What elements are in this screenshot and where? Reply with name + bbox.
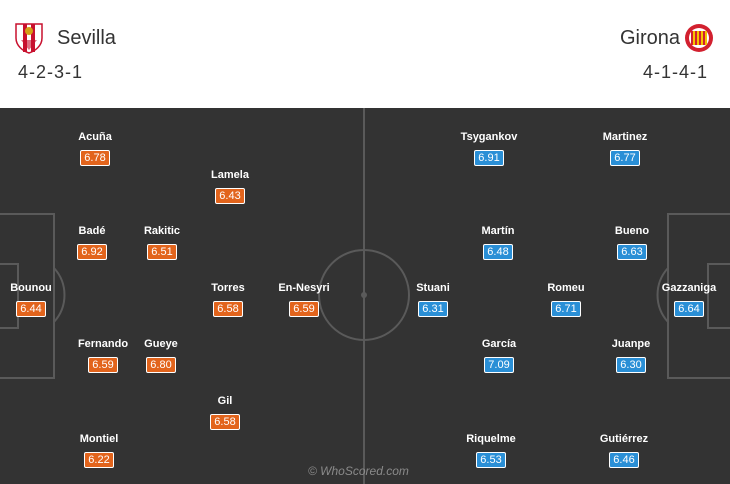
away-formation: 4-1-4-1 xyxy=(643,62,709,82)
away-player-martinez[interactable]: Martinez 6.77 xyxy=(580,131,670,166)
away-player-romeu[interactable]: Romeu 6.71 xyxy=(521,282,611,317)
player-rating: 7.09 xyxy=(484,357,514,373)
away-team-name: Girona xyxy=(620,27,681,49)
home-player-bade[interactable]: Badé 6.92 xyxy=(47,225,137,260)
player-name: Romeu xyxy=(547,282,585,294)
player-rating: 6.53 xyxy=(476,452,506,468)
player-rating: 6.63 xyxy=(617,244,647,260)
away-player-garcia[interactable]: García 7.09 xyxy=(454,338,544,373)
player-rating: 6.46 xyxy=(609,452,639,468)
player-name: Fernando xyxy=(77,338,129,350)
home-player-rakitic[interactable]: Rakitic 6.51 xyxy=(117,225,207,260)
home-player-gil[interactable]: Gil 6.58 xyxy=(180,395,270,430)
away-player-gazzaniga[interactable]: Gazzaniga 6.64 xyxy=(644,282,730,317)
player-rating: 6.22 xyxy=(84,452,114,468)
player-rating: 6.43 xyxy=(215,188,245,204)
player-name: Riquelme xyxy=(466,433,516,445)
sevilla-crest-icon xyxy=(15,23,43,54)
away-player-tsygankov[interactable]: Tsygankov 6.91 xyxy=(444,131,534,166)
player-rating: 6.59 xyxy=(289,301,319,317)
away-player-stuani[interactable]: Stuani 6.31 xyxy=(388,282,478,317)
player-rating: 6.51 xyxy=(147,244,177,260)
player-name: Juanpe xyxy=(611,338,651,350)
home-player-gueye[interactable]: Gueye 6.80 xyxy=(116,338,206,373)
player-name: Lamela xyxy=(211,169,249,181)
player-name: Acuña xyxy=(78,131,112,143)
player-rating: 6.44 xyxy=(16,301,46,317)
player-name: Badé xyxy=(78,225,106,237)
home-formation: 4-2-3-1 xyxy=(18,62,84,82)
player-rating: 6.30 xyxy=(616,357,646,373)
player-name: Gazzaniga xyxy=(661,282,717,294)
player-rating: 6.58 xyxy=(210,414,240,430)
player-rating: 6.77 xyxy=(610,150,640,166)
player-name: Martinez xyxy=(602,131,648,143)
player-rating: 6.31 xyxy=(418,301,448,317)
player-name: Rakitic xyxy=(143,225,181,237)
home-player-acuna[interactable]: Acuña 6.78 xyxy=(50,131,140,166)
home-player-en-nesyri[interactable]: En-Nesyri 6.59 xyxy=(259,282,349,317)
player-name: Tsygankov xyxy=(460,131,518,143)
player-rating: 6.64 xyxy=(674,301,704,317)
away-player-martin[interactable]: Martín 6.48 xyxy=(453,225,543,260)
home-player-torres[interactable]: Torres 6.58 xyxy=(183,282,273,317)
pitch: Acuña 6.78 Lamela 6.43 Badé 6.92 Rakitic… xyxy=(0,108,730,484)
player-rating: 6.59 xyxy=(88,357,118,373)
away-player-riquelme[interactable]: Riquelme 6.53 xyxy=(446,433,536,468)
player-rating: 6.80 xyxy=(146,357,176,373)
player-rating: 6.71 xyxy=(551,301,581,317)
player-name: En-Nesyri xyxy=(278,282,330,294)
player-rating: 6.91 xyxy=(474,150,504,166)
player-rating: 6.48 xyxy=(483,244,513,260)
away-player-juanpe[interactable]: Juanpe 6.30 xyxy=(586,338,676,373)
player-name: Stuani xyxy=(416,282,450,294)
pitch-lines xyxy=(0,108,730,484)
match-header: Sevilla 4-2-3-1 Girona 4-1-4-1 xyxy=(0,0,730,108)
player-name: Bounou xyxy=(10,282,52,294)
player-name: García xyxy=(481,338,517,350)
player-name: Martín xyxy=(481,225,515,237)
player-name: Gil xyxy=(217,395,233,407)
player-name: Bueno xyxy=(614,225,650,237)
player-name: Gutiérrez xyxy=(599,433,649,445)
player-name: Torres xyxy=(211,282,245,294)
player-name: Gueye xyxy=(144,338,178,350)
home-player-fernando[interactable]: Fernando 6.59 xyxy=(58,338,148,373)
home-player-lamela[interactable]: Lamela 6.43 xyxy=(185,169,275,204)
watermark: © WhoScored.com xyxy=(308,464,409,478)
home-team-name: Sevilla xyxy=(57,27,116,49)
away-player-bueno[interactable]: Bueno 6.63 xyxy=(587,225,677,260)
home-player-montiel[interactable]: Montiel 6.22 xyxy=(54,433,144,468)
player-name: Montiel xyxy=(79,433,119,445)
girona-crest-icon xyxy=(685,24,713,52)
home-player-bounou[interactable]: Bounou 6.44 xyxy=(0,282,76,317)
player-rating: 6.58 xyxy=(213,301,243,317)
away-player-gutierrez[interactable]: Gutiérrez 6.46 xyxy=(579,433,669,468)
player-rating: 6.92 xyxy=(77,244,107,260)
player-rating: 6.78 xyxy=(80,150,110,166)
